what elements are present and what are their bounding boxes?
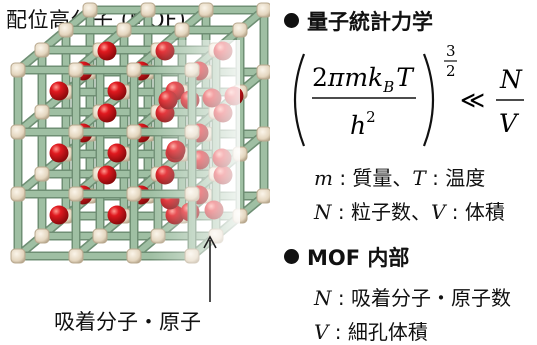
section-heading-text: 量子統計力学 <box>307 10 433 34</box>
metal-node <box>68 62 84 78</box>
metal-node <box>198 2 214 18</box>
metal-node <box>68 248 84 264</box>
adsorbed-atom <box>97 165 117 185</box>
definition-mass-temperature: m : 質量、T : 温度 <box>314 162 485 191</box>
adsorbed-atom <box>49 81 69 101</box>
metal-node <box>256 2 270 18</box>
fade-overlay <box>150 40 240 280</box>
quantum-condition-formula: 2πmkBT h2 3 2 ≪ N V <box>293 42 524 147</box>
metal-node <box>34 42 50 58</box>
symbol-V: V <box>314 320 329 344</box>
symbol-T: T <box>412 166 426 190</box>
metal-node <box>126 186 142 202</box>
formula-numerator: 2πmkBT <box>312 63 415 96</box>
adsorbed-atom <box>97 103 117 123</box>
exponent-denominator: 2 <box>446 62 456 80</box>
symbol-m: m <box>314 166 333 190</box>
metal-node <box>92 228 108 244</box>
up-arrow-icon <box>203 235 217 302</box>
symbol-V: V <box>430 200 446 224</box>
def-text: : 質量、 <box>332 166 413 190</box>
mof-illustration <box>10 2 270 280</box>
left-paren <box>293 53 306 147</box>
rhs-numerator: N <box>499 65 523 94</box>
metal-node <box>34 104 50 120</box>
exponent-numerator: 3 <box>446 42 456 60</box>
symbol-N: N <box>314 286 332 310</box>
adsorbate-caption: 吸着分子・原子 <box>54 310 201 334</box>
metal-node <box>68 186 84 202</box>
metal-node <box>256 64 270 80</box>
formula-denominator: h2 <box>350 108 376 140</box>
section-heading-mof-interior: MOF 内部 <box>284 242 409 272</box>
definition-particles-volume: N : 粒子数、V : 体積 <box>314 196 505 225</box>
metal-node <box>82 2 98 18</box>
def-text: : 体積 <box>445 200 505 224</box>
metal-node <box>10 124 26 140</box>
metal-node <box>10 186 26 202</box>
metal-node <box>256 188 270 204</box>
metal-node <box>10 62 26 78</box>
right-paren <box>422 53 435 147</box>
symbol-N: N <box>314 200 332 224</box>
def-text: : 温度 <box>425 166 486 190</box>
section-heading-quantum: 量子統計力学 <box>284 6 433 36</box>
adsorbed-atom <box>49 205 69 225</box>
bullet-icon <box>284 13 299 28</box>
metal-node <box>140 2 156 18</box>
bullet-icon <box>284 249 299 264</box>
definition-pore-volume: V : 細孔体積 <box>314 316 428 345</box>
metal-node <box>116 22 132 38</box>
rhs-denominator: V <box>499 109 520 138</box>
metal-node <box>34 228 50 244</box>
much-less-than: ≪ <box>460 86 485 114</box>
metal-node <box>256 126 270 142</box>
adsorbed-atom <box>49 143 69 163</box>
section-heading-text: MOF 内部 <box>307 246 410 270</box>
adsorbed-atom <box>97 41 117 61</box>
def-text: : 細孔体積 <box>328 320 428 344</box>
adsorbed-atom <box>107 143 127 163</box>
adsorbed-atom <box>107 81 127 101</box>
metal-node <box>68 124 84 140</box>
metal-node <box>174 22 190 38</box>
metal-node <box>10 248 26 264</box>
def-text: : 粒子数、 <box>331 200 431 224</box>
metal-node <box>58 22 74 38</box>
metal-node <box>126 62 142 78</box>
adsorbed-atom <box>107 205 127 225</box>
metal-node <box>232 22 248 38</box>
metal-node <box>126 248 142 264</box>
metal-node <box>126 124 142 140</box>
def-text: : 吸着分子・原子数 <box>331 286 511 310</box>
metal-node <box>34 166 50 182</box>
definition-adsorbed-count: N : 吸着分子・原子数 <box>314 282 511 311</box>
